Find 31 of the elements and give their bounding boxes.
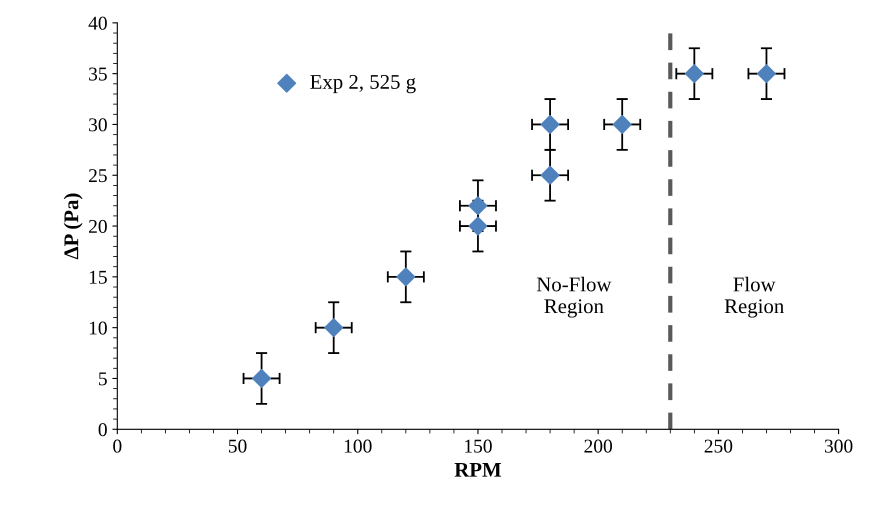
legend-label: Exp 2, 525 g — [310, 74, 416, 94]
y-tick-label: 15 — [90, 270, 107, 284]
x-tick-label: 0 — [113, 440, 122, 453]
point — [396, 267, 416, 286]
y-tick-label: 25 — [89, 169, 107, 182]
x-tick-label: 250 — [704, 440, 732, 453]
point — [252, 368, 272, 388]
point — [612, 114, 632, 134]
y-tick-label: 5 — [99, 372, 107, 386]
x-tick-label: 150 — [465, 440, 492, 453]
y-tick-label: 10 — [90, 321, 107, 335]
x-tick-label: 200 — [584, 440, 612, 453]
x-axis-title: RPM — [454, 462, 502, 477]
point — [324, 318, 344, 338]
annotation: No-Flow Region — [536, 276, 612, 318]
x-tick-label: 100 — [344, 440, 372, 453]
annotation: Flow Region — [724, 276, 784, 318]
point — [468, 216, 488, 236]
point — [540, 166, 560, 185]
y-axis-title: ΔP (Pa) — [64, 194, 83, 260]
y-tick-label: 30 — [89, 118, 107, 132]
y-tick-label: 0 — [98, 423, 107, 436]
point — [540, 114, 560, 134]
y-tick-label: 40 — [88, 16, 107, 30]
point — [756, 64, 776, 84]
x-tick-label: 50 — [228, 440, 247, 453]
y-tick-label: 35 — [89, 68, 107, 81]
point — [684, 64, 704, 84]
y-tick-label: 20 — [89, 220, 107, 233]
x-tick-label: 300 — [824, 440, 852, 453]
point — [468, 196, 488, 216]
